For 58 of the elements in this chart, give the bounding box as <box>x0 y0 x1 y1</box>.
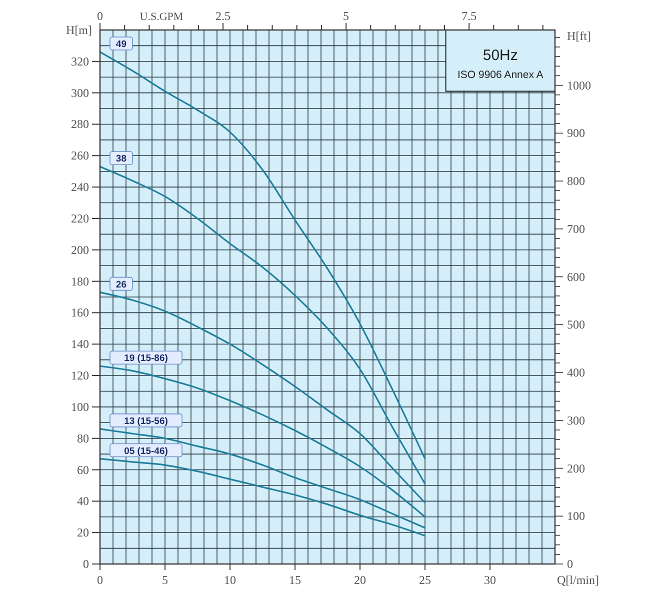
x-tick-label: 20 <box>354 573 366 587</box>
series-label: 49 <box>116 38 126 50</box>
y2-tick-label: 100 <box>567 509 585 524</box>
y2-tick-label: 400 <box>567 366 585 380</box>
x-tick-label: 25 <box>419 573 431 587</box>
line-series <box>99 291 426 504</box>
y2-tick-label: 700 <box>567 222 585 236</box>
line-series <box>99 458 426 537</box>
y-tick-label: 180 <box>71 274 89 288</box>
y2-axis-title: H[ft] <box>567 29 591 43</box>
y-tick-label: 320 <box>71 54 89 68</box>
y2-tick-label: 500 <box>567 318 585 332</box>
y-tick-label: 100 <box>71 400 89 414</box>
y-tick-label: 220 <box>71 211 89 226</box>
y-tick-label: 280 <box>71 117 89 132</box>
y-tick-label: 120 <box>71 368 89 383</box>
x-tick-label: 15 <box>289 573 301 587</box>
line-series <box>99 51 426 460</box>
x2-tick-label: 5 <box>343 9 350 23</box>
series-label: 19 (15-86) <box>124 353 168 364</box>
y2-tick-label: 0 <box>567 557 573 571</box>
y-axis-title: H[m] <box>66 23 92 37</box>
annotation: ISO 9906 Annex A <box>457 69 544 81</box>
x-tick-label: 5 <box>162 573 168 587</box>
x2-tick-label: 2.5 <box>216 9 231 23</box>
y-tick-label: 160 <box>71 306 89 320</box>
y-tick-label: 60 <box>77 462 89 477</box>
y-tick-label: 240 <box>71 180 89 194</box>
x-tick-label: 10 <box>224 573 236 587</box>
x-tick-label: 30 <box>484 573 496 587</box>
y2-tick-label: 800 <box>567 174 585 188</box>
y-tick-label: 20 <box>77 526 89 540</box>
y-tick-label: 140 <box>71 337 89 352</box>
y-tick-label: 40 <box>77 494 89 508</box>
series-label: 13 (15-56) <box>124 416 168 427</box>
x-axis-title: Q[l/min] <box>557 573 599 587</box>
y2-tick-label: 900 <box>567 126 585 140</box>
line-series <box>99 428 426 529</box>
x2-tick-label: 7.5 <box>462 9 477 23</box>
y-tick-label: 260 <box>71 148 89 163</box>
x-tick-label: 0 <box>97 573 103 587</box>
y2-tick-label: 300 <box>567 413 585 428</box>
y-tick-label: 200 <box>71 242 89 257</box>
annotation: 50Hz <box>482 47 518 64</box>
x2-axis-title: U.S.GPM <box>140 11 184 23</box>
y-tick-label: 0 <box>83 557 89 571</box>
series-label: 38 <box>116 154 126 165</box>
line-series <box>99 166 426 485</box>
y2-tick-label: 200 <box>567 461 585 476</box>
y2-tick-label: 1000 <box>567 78 591 92</box>
line-series <box>99 365 426 518</box>
y-tick-label: 300 <box>71 86 89 100</box>
info-panel: 50Hz ISO 9906 Annex A <box>445 30 556 92</box>
x2-tick-label: 0 <box>97 9 103 23</box>
series-label: 26 <box>116 279 126 290</box>
y2-tick-label: 600 <box>567 270 585 284</box>
series-label: 05 (15-46) <box>124 446 168 457</box>
y-tick-label: 80 <box>77 431 89 446</box>
